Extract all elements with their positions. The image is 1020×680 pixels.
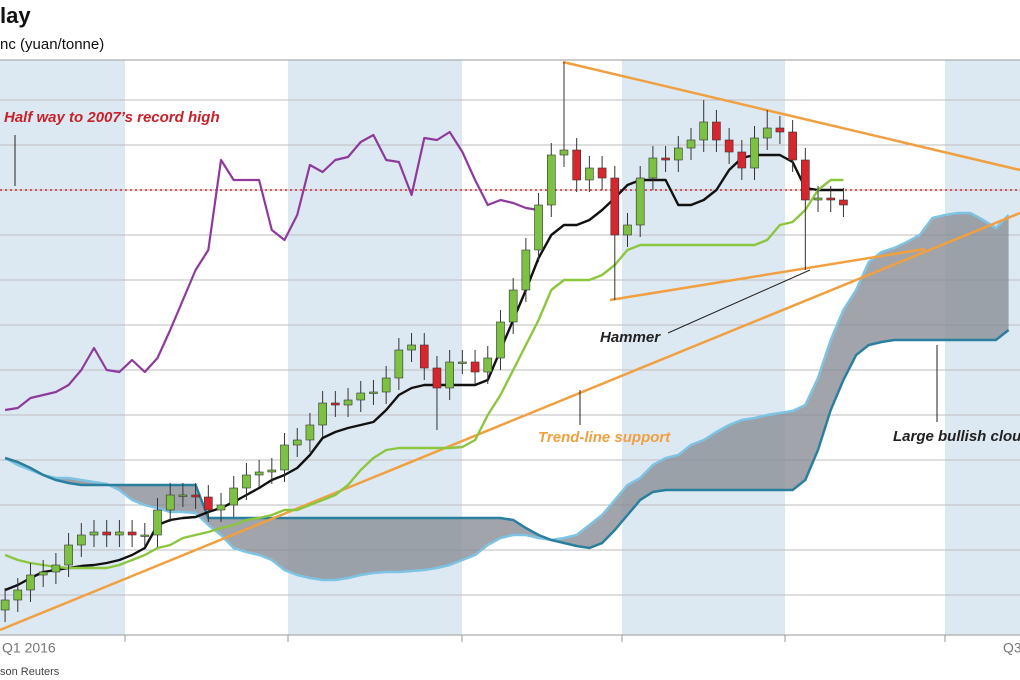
candle-body bbox=[102, 531, 111, 536]
quarter-band bbox=[0, 60, 125, 635]
trend-line bbox=[562, 60, 1020, 172]
candle-body bbox=[369, 391, 378, 394]
trend-line bbox=[609, 247, 926, 302]
candle-body bbox=[826, 197, 836, 201]
period-label: Q3 bbox=[1003, 640, 1020, 656]
candle-body bbox=[674, 147, 683, 161]
candle-body bbox=[737, 151, 747, 169]
candle-body bbox=[699, 121, 709, 141]
candle-body bbox=[153, 509, 162, 536]
candle-body bbox=[356, 392, 366, 401]
candle-body bbox=[280, 444, 289, 471]
candle-body bbox=[572, 149, 581, 181]
candle-body bbox=[635, 177, 645, 226]
quarter-band bbox=[945, 60, 1020, 635]
candle-body bbox=[775, 127, 785, 133]
candle-body bbox=[597, 167, 607, 179]
candle-body bbox=[216, 504, 226, 511]
candle-body bbox=[64, 544, 73, 566]
candle-body bbox=[508, 289, 518, 323]
candle-body bbox=[445, 361, 454, 389]
candle-body bbox=[254, 471, 264, 476]
candle-body bbox=[521, 249, 531, 291]
candle-body bbox=[623, 224, 632, 236]
candle-body bbox=[813, 197, 823, 201]
annotation: Trend-line support bbox=[538, 429, 671, 446]
candle-body bbox=[0, 599, 10, 611]
cloud-fill bbox=[5, 213, 1009, 580]
candle-body bbox=[483, 357, 493, 373]
candle-body bbox=[546, 154, 556, 206]
candle-body bbox=[204, 496, 213, 511]
cloud-span bbox=[4, 211, 1010, 582]
candle-body bbox=[610, 177, 620, 236]
candle-body bbox=[127, 531, 137, 536]
candle-body bbox=[648, 157, 658, 179]
candle-body bbox=[470, 361, 480, 373]
annotation: Large bullish clou bbox=[893, 428, 1020, 445]
cloud bbox=[4, 211, 1010, 582]
candle-body bbox=[165, 494, 175, 511]
candle-body bbox=[534, 204, 543, 251]
indicator-line bbox=[4, 153, 844, 592]
candle-body bbox=[51, 564, 61, 573]
chart-subtitle: nc (yuan/tonne) bbox=[0, 36, 104, 53]
candle-body bbox=[559, 149, 569, 156]
trend-line bbox=[0, 211, 1020, 632]
candle-body bbox=[585, 167, 594, 181]
candle-body bbox=[419, 344, 429, 369]
axis-frame bbox=[0, 59, 1020, 642]
annotation: Hammer bbox=[600, 329, 661, 346]
candle-body bbox=[305, 424, 315, 441]
candle-body bbox=[394, 349, 404, 379]
candles bbox=[0, 62, 848, 622]
candle-body bbox=[381, 377, 391, 393]
candle-body bbox=[762, 127, 772, 139]
candle-body bbox=[242, 474, 251, 489]
candle-body bbox=[178, 494, 188, 497]
candle-body bbox=[458, 361, 467, 364]
candle-body bbox=[661, 157, 670, 161]
candle-body bbox=[140, 534, 150, 537]
chart-title: lay bbox=[0, 3, 31, 28]
trend-lines bbox=[0, 60, 1020, 632]
candle-body bbox=[115, 531, 124, 536]
candle-body bbox=[318, 402, 327, 426]
indicator-line bbox=[4, 178, 844, 570]
candle-body bbox=[229, 487, 239, 506]
candle-body bbox=[331, 402, 340, 406]
candle-body bbox=[750, 137, 759, 169]
candle-body bbox=[724, 139, 734, 153]
candle-body bbox=[191, 494, 200, 498]
candle-body bbox=[407, 344, 416, 351]
source: son Reuters bbox=[0, 666, 60, 678]
candle-body bbox=[26, 574, 35, 591]
indicator-lines bbox=[4, 130, 844, 592]
candle-body bbox=[686, 139, 696, 149]
annotation: Half way to 2007’s record high bbox=[4, 109, 220, 126]
candle-body bbox=[13, 589, 23, 601]
candle-body bbox=[496, 321, 505, 359]
quarter-bands bbox=[0, 60, 1020, 635]
candle-body bbox=[801, 159, 810, 201]
candle-body bbox=[432, 367, 442, 389]
candle-body bbox=[712, 121, 721, 141]
candle-body bbox=[788, 131, 797, 161]
cloud-span bbox=[4, 329, 1010, 550]
candle-body bbox=[292, 439, 302, 446]
candle-body bbox=[343, 399, 353, 406]
candle-body bbox=[38, 571, 48, 576]
candle-body bbox=[89, 531, 99, 536]
candle-body bbox=[76, 534, 86, 546]
candle-body bbox=[267, 469, 277, 473]
grid bbox=[0, 99, 1020, 596]
pointers bbox=[14, 135, 938, 425]
candle-body bbox=[839, 199, 848, 206]
indicator-line bbox=[4, 130, 539, 412]
pointer-line bbox=[667, 269, 811, 334]
period-label: Q1 2016 bbox=[2, 640, 56, 656]
